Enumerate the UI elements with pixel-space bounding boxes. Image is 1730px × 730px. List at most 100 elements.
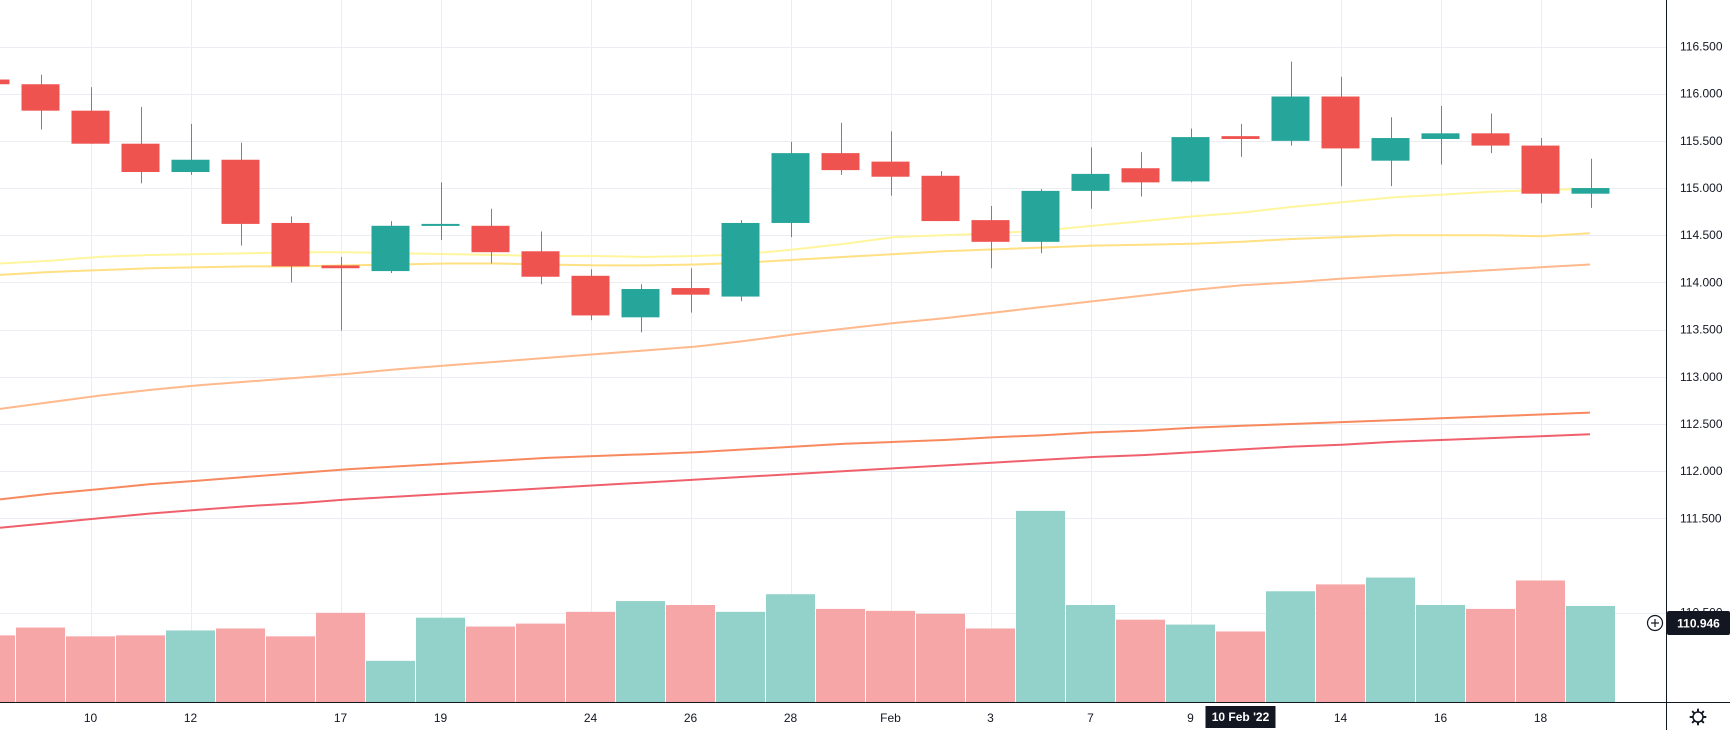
volume-bar xyxy=(1266,591,1315,702)
volume-bar xyxy=(866,610,915,702)
volume-bar xyxy=(1066,604,1115,702)
candle xyxy=(471,208,510,264)
crosshair-date-label: 10 Feb '22 xyxy=(1212,710,1270,724)
candle-body xyxy=(1471,133,1510,146)
candle-body xyxy=(1421,133,1460,139)
candle xyxy=(421,182,460,240)
volume-bar xyxy=(716,611,765,702)
volume-bar xyxy=(766,594,815,702)
candle xyxy=(21,74,60,130)
candle xyxy=(71,87,110,144)
moving-average-line xyxy=(0,411,1591,501)
candle xyxy=(721,220,760,302)
candle-body xyxy=(1071,173,1110,191)
candle xyxy=(1471,113,1510,154)
volume-bar xyxy=(116,635,165,702)
candle xyxy=(221,142,260,246)
moving-average-layer xyxy=(0,188,1591,529)
time-tick-label: 28 xyxy=(784,711,798,725)
price-tick-label: 112.500 xyxy=(1680,417,1723,431)
candle-body xyxy=(821,153,860,171)
time-tick-label: 18 xyxy=(1534,711,1548,725)
time-tick-layer[interactable]: 10 12 17 19 24 26 28 Feb 3 7 9 14 16 18 xyxy=(84,711,1548,725)
time-tick-label: 9 xyxy=(1187,711,1194,725)
time-tick-label: Feb xyxy=(880,711,901,725)
candle xyxy=(771,141,810,238)
volume-bar xyxy=(1516,580,1565,702)
candle-body xyxy=(221,159,260,224)
candle-body xyxy=(71,110,110,144)
price-tick-label: 115.500 xyxy=(1680,134,1723,148)
candle-body xyxy=(371,225,410,272)
candle xyxy=(321,256,360,331)
candle-body xyxy=(1571,188,1610,194)
volume-bar xyxy=(266,636,315,702)
volume-bar xyxy=(816,608,865,702)
volume-bar xyxy=(516,623,565,702)
time-tick-label: 26 xyxy=(684,711,698,725)
candle xyxy=(121,106,160,184)
candle-body xyxy=(671,288,710,295)
time-tick-label: 19 xyxy=(434,711,448,725)
candle-body xyxy=(321,265,360,269)
current-price-badge[interactable]: 110.946 xyxy=(1646,611,1730,635)
price-tick-label: 116.000 xyxy=(1680,87,1723,101)
candle-body xyxy=(1021,190,1060,242)
candle-body xyxy=(171,159,210,173)
time-tick-label: 24 xyxy=(584,711,598,725)
candle-body xyxy=(971,220,1010,242)
candle-body xyxy=(1121,168,1160,183)
volume-bar xyxy=(1216,631,1265,702)
volume-bar xyxy=(1316,584,1365,702)
volume-bar xyxy=(16,627,65,702)
volume-bar xyxy=(166,630,215,702)
volume-bar xyxy=(916,613,965,702)
candle xyxy=(1271,61,1310,146)
candle-body xyxy=(121,143,160,173)
volume-bar xyxy=(66,636,115,702)
volume-bar xyxy=(1366,577,1415,702)
candle-body xyxy=(421,223,460,226)
candle xyxy=(1521,138,1560,204)
price-tick-label: 111.500 xyxy=(1680,511,1722,525)
volume-bar xyxy=(966,628,1015,702)
candle xyxy=(1171,128,1210,183)
volume-bar xyxy=(1166,624,1215,702)
candle-body xyxy=(471,225,510,253)
price-tick-label: 113.500 xyxy=(1680,323,1723,337)
volume-bar xyxy=(1566,605,1615,702)
candle-body xyxy=(271,222,310,267)
candle xyxy=(371,221,410,273)
price-tick-label: 114.500 xyxy=(1680,228,1723,242)
candle xyxy=(1571,158,1610,208)
time-tick-label: 12 xyxy=(184,711,198,725)
volume-bar xyxy=(1116,619,1165,702)
candle xyxy=(821,122,860,175)
price-tick-label: 114.000 xyxy=(1680,275,1723,289)
grid-layer xyxy=(0,0,1666,702)
candle-layer xyxy=(0,61,1610,333)
volume-bar xyxy=(1016,510,1065,702)
candle xyxy=(521,231,560,285)
price-tick-label: 115.000 xyxy=(1680,181,1723,195)
candle-body xyxy=(1171,137,1210,182)
candle-body xyxy=(21,84,60,111)
volume-bar xyxy=(666,604,715,702)
candle-body xyxy=(871,161,910,177)
volume-bar xyxy=(366,660,415,702)
candle-body xyxy=(1271,96,1310,141)
plus-circle-icon[interactable] xyxy=(1646,614,1664,632)
candle xyxy=(1371,117,1410,187)
volume-bar xyxy=(566,611,615,702)
gear-icon[interactable] xyxy=(1689,708,1707,726)
candle xyxy=(571,269,610,321)
time-tick-label: 17 xyxy=(334,711,348,725)
candle xyxy=(1121,152,1160,197)
candle xyxy=(971,205,1010,269)
moving-average-line xyxy=(0,188,1591,265)
candle-body xyxy=(1321,96,1360,149)
price-tick-layer[interactable]: 116.500 116.000 115.500 115.000 114.500 114.0… xyxy=(1680,40,1723,620)
